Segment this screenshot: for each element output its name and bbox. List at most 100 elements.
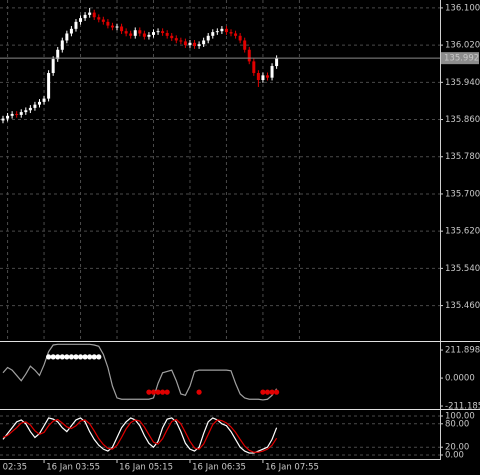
y-tick-label: 135.940 (445, 78, 480, 88)
signal-dot (269, 389, 275, 395)
signal-dot (260, 389, 266, 395)
candle-body (206, 35, 210, 41)
candle-body (115, 26, 119, 28)
candle-body (156, 31, 160, 33)
candle-body (88, 12, 92, 15)
y-tick-label: 135.860 (445, 115, 480, 125)
x-tick-label: 16 Jan 05:15 (119, 463, 173, 473)
candle-body (161, 31, 165, 34)
candle-body (10, 113, 14, 116)
candle-body (15, 113, 19, 115)
candle-body (261, 75, 265, 80)
signal-dot (146, 389, 152, 395)
candle-body (83, 14, 87, 19)
y-tick-label: 80.00 (445, 419, 469, 429)
signal-dot (87, 354, 93, 360)
y-tick-label: 135.620 (445, 227, 480, 237)
indicator-line (2, 417, 278, 454)
candle-body (170, 35, 174, 39)
indicator-line (2, 343, 278, 401)
candle-body (179, 40, 183, 42)
candle-body (202, 40, 206, 45)
candle-body (275, 58, 279, 67)
y-tick-label: 0.00 (445, 451, 464, 461)
candle-body (101, 19, 105, 22)
candle-body (229, 32, 233, 34)
candle-body (51, 59, 55, 74)
candle-body (193, 42, 197, 47)
y-tick-label: 136.020 (445, 41, 480, 51)
current-price-label: 135.992 (444, 54, 479, 64)
candle-body (197, 44, 201, 47)
candle-body (238, 35, 242, 41)
candle-body (243, 40, 247, 50)
y-tick-label: 136.100 (445, 3, 480, 13)
y-tick-label: 135.460 (445, 301, 480, 311)
candle-body (33, 104, 37, 108)
signal-dot (73, 354, 79, 360)
x-tick-label: 16 Jan 06:35 (192, 463, 246, 473)
candle-body (211, 32, 215, 36)
signal-dot (77, 354, 84, 360)
candle-body (19, 112, 23, 115)
x-tick-label: 02:35 (3, 463, 28, 473)
signal-dot (196, 389, 202, 395)
candle-body (188, 42, 192, 46)
signal-dot (59, 354, 65, 360)
candle-body (60, 40, 64, 50)
signal-dot (150, 389, 157, 395)
candle-body (270, 66, 274, 78)
candle-body (124, 31, 128, 34)
candle-body (1, 118, 5, 121)
candle-body (28, 107, 32, 111)
signal-dot (264, 389, 271, 395)
signal-dot (155, 389, 161, 395)
candle-body (142, 33, 146, 37)
signal-dot (68, 354, 75, 360)
candle-body (220, 28, 224, 32)
signal-dot (46, 354, 52, 360)
candle-body (234, 33, 238, 36)
signal-dot (55, 354, 61, 360)
candle-body (110, 25, 114, 28)
candle-body (42, 98, 46, 102)
candle-body (224, 28, 228, 33)
candle-body (97, 17, 101, 20)
candle-body (37, 101, 41, 105)
signal-dot (164, 389, 170, 395)
y-tick-label: -211.1858 (445, 402, 480, 412)
x-tick-label: 16 Jan 03:55 (46, 463, 100, 473)
candle-body (24, 110, 28, 113)
candle-body (215, 31, 219, 33)
candle-body (120, 26, 124, 32)
candle-body (56, 49, 60, 60)
candle-body (256, 73, 260, 80)
signal-dot (82, 354, 88, 360)
candle-body (47, 73, 51, 99)
candle-body (65, 33, 69, 41)
y-tick-label: 100.00 (445, 412, 475, 422)
candle-body (74, 21, 78, 29)
candle-body (165, 33, 169, 36)
candle-body (79, 18, 83, 22)
candle-body (6, 115, 10, 119)
candle-body (265, 75, 269, 78)
candle-body (151, 32, 155, 35)
candle-body (247, 49, 251, 62)
indicator-line (2, 418, 278, 453)
signal-dot (96, 354, 102, 360)
signal-dot (160, 389, 166, 395)
y-tick-label: 135.780 (445, 152, 480, 162)
candle-body (129, 33, 133, 36)
x-tick-label: 16 Jan 07:55 (265, 463, 319, 473)
y-tick-label: 135.540 (445, 264, 480, 274)
y-tick-label: 0.0000 (445, 374, 475, 384)
y-tick-label: 135.700 (445, 189, 480, 199)
y-tick-label: 211.8989 (445, 346, 480, 356)
candle-body (92, 12, 96, 18)
candle-body (147, 34, 151, 37)
current-price-box (441, 52, 479, 65)
candle-body (183, 41, 187, 46)
